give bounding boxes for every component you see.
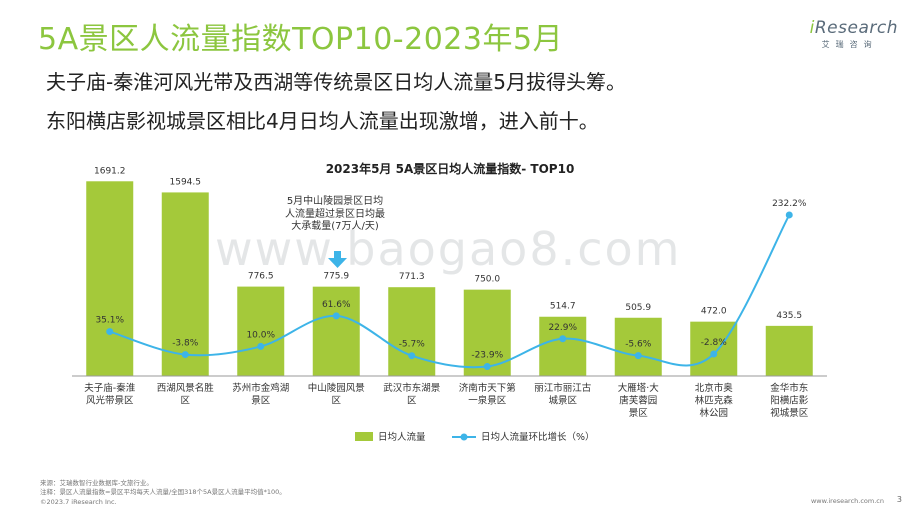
down-arrow-icon: [328, 251, 347, 268]
x-tick-label: 城景区: [548, 396, 577, 407]
chart-title: 2023年5月 5A景区日均人流量指数- TOP10: [326, 161, 575, 176]
growth-value-label: -5.6%: [625, 340, 652, 350]
x-tick-label: 北京市奥: [695, 382, 734, 394]
x-tick-label: 济南市天下第: [459, 382, 516, 394]
bar: [237, 286, 285, 376]
footer-website: www.iresearch.com.cn: [810, 497, 884, 505]
growth-value-label: -3.8%: [172, 339, 199, 349]
bar-value-label: 505.9: [625, 303, 651, 313]
growth-point: [332, 312, 340, 320]
x-tick-label: 区: [407, 396, 417, 407]
growth-value-label: 22.9%: [548, 323, 577, 333]
subtitle-1: 夫子庙-秦淮河风光带及西湖等传统景区日均人流量5月拔得头筹。: [46, 70, 626, 94]
legend-line-marker: [460, 433, 468, 441]
growth-point: [408, 352, 416, 360]
bar-value-label: 750.0: [474, 275, 500, 285]
x-tick-label: 夫子庙-秦淮: [84, 382, 135, 394]
footer-note: 注释：景区人流量指数=景区平均每天人流量/全国318个5A景区人流量平均值*10…: [40, 488, 286, 496]
bar-value-label: 771.3: [399, 272, 425, 282]
growth-point: [559, 335, 567, 343]
bar: [86, 181, 134, 376]
bar: [388, 287, 436, 376]
page-number: 3: [896, 495, 902, 504]
x-tick-label: 一泉景区: [468, 395, 507, 407]
x-tick-label: 武汉市东湖景: [383, 382, 440, 394]
bar-value-label: 775.9: [323, 272, 349, 282]
growth-point: [181, 351, 189, 359]
growth-value-label: 61.6%: [322, 300, 351, 310]
logo-brand: Research: [814, 18, 898, 38]
x-tick-label: 风光带景区: [86, 395, 134, 407]
growth-point: [483, 362, 491, 370]
legend-bar-label: 日均人流量: [378, 431, 426, 443]
bar: [312, 286, 360, 376]
footer-source: 来源：艾瑞数智行业数据库-文旅行业。: [40, 479, 153, 487]
subtitle-2: 东阳横店影视城景区相比4月日均人流量出现激增，进入前十。: [46, 109, 599, 133]
logo-i: i: [809, 18, 815, 38]
bar-value-label: 472.0: [701, 307, 727, 317]
growth-point: [106, 328, 114, 336]
x-tick-label: 金华市东: [770, 382, 808, 394]
growth-value-label: -2.8%: [701, 338, 728, 348]
growth-line: [109, 214, 791, 369]
bar-value-label: 1594.5: [170, 177, 202, 187]
growth-value-label: 10.0%: [246, 330, 275, 340]
x-tick-label: 林公园: [699, 407, 728, 419]
x-tick-label: 林匹克森: [695, 395, 734, 407]
bar-value-label: 776.5: [248, 272, 274, 282]
x-tick-label: 视城景区: [770, 407, 809, 419]
footer-copyright: ©2023.7 iResearch Inc.: [40, 498, 117, 506]
page-title: 5A景区人流量指数TOP10-2023年5月: [38, 22, 564, 57]
bar-value-label: 1691.2: [94, 166, 126, 176]
growth-point: [634, 352, 642, 360]
x-tick-label: 大雁塔·大: [618, 382, 660, 394]
x-tick-label: 中山陵园风景: [308, 382, 365, 394]
growth-point: [710, 350, 718, 358]
bar: [765, 325, 813, 376]
logo-tagline: 艾瑞咨询: [821, 40, 878, 49]
x-tick-label: 景区: [629, 408, 649, 419]
growth-value-label: 35.1%: [95, 316, 124, 326]
bar: [614, 317, 662, 376]
growth-value-label: 232.2%: [772, 199, 807, 209]
bar: [690, 321, 738, 376]
watermark: www.baogao8.com: [215, 222, 682, 276]
growth-value-label: -5.7%: [399, 340, 426, 350]
bar: [539, 316, 587, 376]
x-tick-label: 区: [331, 396, 341, 407]
bar-value-label: 435.5: [776, 311, 802, 321]
x-tick-label: 景区: [251, 396, 271, 407]
x-tick-label: 丽江市丽江古: [534, 382, 592, 394]
growth-point: [257, 342, 265, 350]
iresearch-logo: iResearch 艾瑞咨询: [810, 18, 898, 50]
x-tick-label: 阳横店影: [770, 395, 809, 407]
x-tick-label: 西湖风景名胜: [157, 382, 215, 394]
x-tick-label: 唐芙蓉园: [619, 395, 657, 407]
x-tick-label: 苏州市金鸡湖: [232, 382, 289, 394]
growth-point: [785, 211, 793, 219]
bar-value-label: 514.7: [550, 302, 576, 312]
legend-bar-swatch: [355, 432, 373, 441]
bar: [161, 192, 209, 376]
legend-line-label: 日均人流量环比增长（%）: [481, 431, 595, 443]
growth-value-label: -23.9%: [471, 350, 503, 360]
x-tick-label: 区: [180, 396, 190, 407]
chart-annotation: 5月中山陵园景区日均人流量超过景区日均最大承载量(7万人/天): [285, 196, 385, 232]
